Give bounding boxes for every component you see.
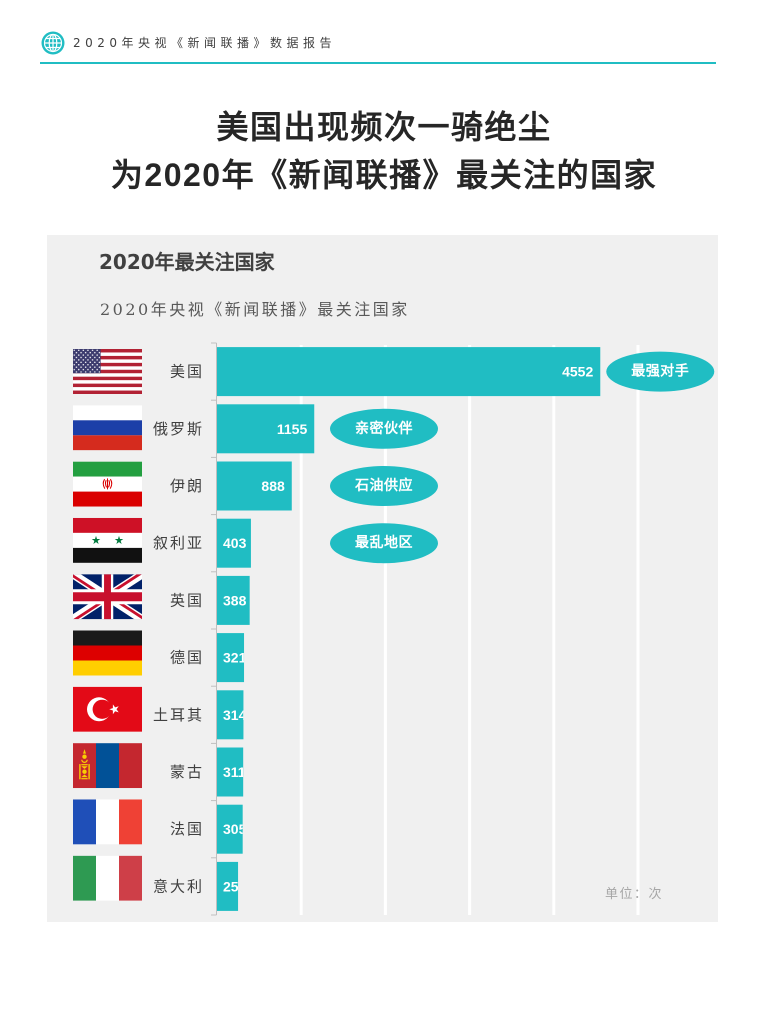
category-label-russia: 俄罗斯: [153, 420, 204, 438]
annotation-label-2: 亲密伙伴: [355, 420, 413, 437]
annotation-bubble-1: [606, 351, 715, 392]
report-title: 2020年央视《新闻联播》数据报告: [73, 36, 337, 50]
mongolia-flag-icon: [73, 743, 142, 789]
category-label-mongolia: 蒙古: [170, 763, 204, 781]
category-label-italy: 意大利: [153, 877, 204, 895]
headline-line-1: 美国出现频次一骑绝尘: [216, 109, 552, 145]
bar-turkey: [217, 690, 244, 740]
bar-italy: [217, 861, 239, 911]
category-label-france: 法国: [170, 820, 204, 838]
annotation-label-3: 石油供应: [354, 477, 413, 494]
category-label-turkey: 土耳其: [153, 706, 204, 724]
headline-line-2: 为2020年《新闻联播》最关注的国家: [110, 157, 658, 193]
value-label-iran: 888: [261, 478, 285, 494]
germany-flag-icon: [73, 630, 142, 676]
bar-syria: [217, 518, 251, 568]
bar-mongolia: [217, 747, 244, 797]
annotation-bubble-4: [330, 523, 438, 564]
category-label-uk: 英国: [170, 591, 204, 609]
italy-flag-icon: [73, 855, 142, 901]
category-label-us: 美国: [170, 363, 204, 381]
value-label-mongolia: 311: [223, 764, 246, 780]
annotation-bubble-2: [330, 408, 438, 449]
bar-france: [217, 804, 243, 854]
category-label-syria: 叙利亚: [153, 534, 204, 552]
category-label-iran: 伊朗: [170, 477, 204, 495]
chart-plot-area: 美国 4552 俄罗斯 1155 伊朗 888 叙利亚 403 英国 388 德国 321 土耳其 314…: [73, 342, 715, 916]
value-label-us: 4552: [562, 364, 593, 380]
annotation-bubble-3: [330, 466, 438, 506]
value-label-italy: 250: [223, 878, 247, 894]
bar-iran: [217, 461, 292, 511]
france-flag-icon: [73, 799, 142, 845]
value-label-turkey: 314: [223, 707, 247, 723]
value-label-syria: 403: [223, 535, 247, 551]
value-label-france: 305: [223, 821, 247, 837]
header-divider: [40, 62, 716, 64]
globe-icon: [41, 31, 65, 55]
category-label-germany: 德国: [170, 649, 204, 667]
iran-flag-icon: [73, 461, 142, 507]
value-label-uk: 388: [223, 592, 247, 608]
bar-us: [217, 347, 601, 397]
annotation-label-1: 最强对手: [631, 363, 689, 380]
us-flag-icon: [73, 349, 142, 394]
syria-flag-icon: [73, 517, 142, 563]
annotation-2: 亲密伙伴: [330, 408, 438, 449]
bar-chart: 美国 4552 俄罗斯 1155 伊朗 888 叙利亚 403 英国 388 德国 321 土耳其 314…: [73, 342, 715, 916]
unit-label: 单位：次: [605, 887, 664, 902]
chart-subtitle: 2020年央视《新闻联播》最关注国家: [100, 300, 410, 319]
uk-flag-icon: [73, 574, 142, 619]
value-label-germany: 321: [223, 650, 247, 666]
chart-panel: 美国 4552 俄罗斯 1155 伊朗 888 叙利亚 403 英国 388 德国 321 土耳其 314…: [47, 235, 718, 922]
value-label-russia: 1155: [277, 421, 308, 437]
turkey-flag-icon: [73, 686, 142, 732]
russia-flag-icon: [73, 405, 142, 451]
bar-uk: [217, 575, 250, 625]
bar-germany: [217, 633, 245, 683]
chart-title: 2020年最关注国家: [99, 250, 275, 274]
annotation-1: 最强对手: [606, 351, 715, 392]
annotation-4: 最乱地区: [330, 523, 438, 564]
annotation-label-4: 最乱地区: [355, 534, 413, 551]
annotation-3: 石油供应: [330, 466, 438, 506]
headline: 美国出现频次一骑绝尘 为2020年《新闻联播》最关注的国家: [0, 103, 768, 199]
bar-russia: [217, 404, 315, 454]
